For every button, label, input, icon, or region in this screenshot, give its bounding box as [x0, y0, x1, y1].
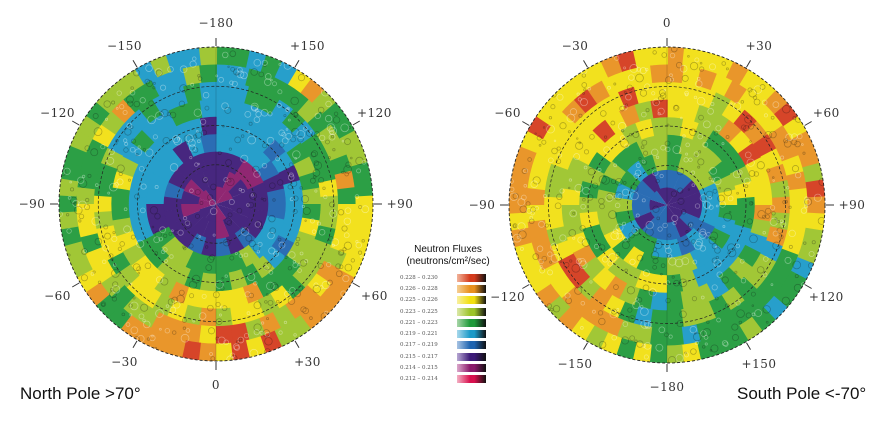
legend-item: 0.223 – 0.225 [398, 306, 498, 317]
longitude-label: +30 [745, 38, 773, 53]
legend-item: 0.226 – 0.228 [398, 283, 498, 294]
legend-range-label: 0.226 – 0.228 [400, 285, 438, 292]
legend-item: 0.228 – 0.230 [398, 272, 498, 283]
legend-item: 0.221 – 0.223 [398, 317, 498, 328]
longitude-tick [746, 342, 751, 350]
latitude-circle [627, 165, 707, 245]
legend-range-label: 0.217 – 0.219 [400, 342, 438, 349]
legend-color-swatch [457, 352, 486, 361]
north-pole-title: North Pole >70° [20, 384, 141, 403]
latitude-circle [97, 85, 335, 323]
legend-range-label: 0.223 – 0.225 [400, 308, 438, 315]
longitude-tick [804, 284, 812, 289]
longitude-tick [352, 282, 361, 288]
legend-title: Neutron Fluxes [414, 244, 482, 255]
longitude-label: +90 [838, 198, 866, 212]
longitude-label: 0 [211, 378, 221, 392]
longitude-tick [583, 342, 588, 350]
south-pole-title: South Pole <-70° [737, 384, 867, 403]
legend-item: 0.214 – 0.215 [398, 362, 498, 373]
legend-color-swatch [457, 318, 486, 327]
longitude-label: −30 [561, 38, 589, 53]
longitude-tick [522, 121, 530, 126]
legend-item: 0.225 – 0.226 [398, 295, 498, 306]
north-pole-map [50, 38, 382, 370]
legend-item: 0.217 – 0.219 [398, 340, 498, 351]
legend-range-label: 0.214 – 0.215 [400, 365, 438, 372]
longitude-tick [294, 59, 300, 68]
longitude-label: −90 [18, 197, 46, 211]
legend-range-label: 0.212 – 0.214 [400, 376, 438, 383]
longitude-label: −120 [40, 105, 75, 120]
legend: Neutron Fluxes (neutrons/cm²/sec) 0.228 … [398, 244, 498, 385]
longitude-tick [583, 60, 588, 68]
longitude-tick [294, 340, 300, 349]
longitude-label: +120 [808, 290, 844, 304]
legend-color-swatch [457, 307, 486, 316]
longitude-label: +150 [290, 38, 325, 53]
longitude-tick [352, 120, 361, 126]
longitude-tick [71, 120, 80, 126]
legend-range-label: 0.225 – 0.226 [400, 297, 438, 304]
latitude-circle [587, 125, 747, 285]
legend-color-swatch [457, 375, 486, 384]
legend-range-label: 0.221 – 0.223 [400, 319, 438, 326]
latitude-circle [176, 164, 256, 244]
longitude-label: +150 [741, 357, 777, 372]
latitude-circle [137, 125, 295, 283]
legend-item: 0.219 – 0.221 [398, 328, 498, 339]
longitude-label: −30 [111, 355, 138, 370]
longitude-label: +60 [361, 288, 388, 303]
longitude-tick [746, 60, 751, 68]
legend-range-label: 0.215 – 0.217 [400, 353, 438, 360]
south-pole-map [500, 38, 834, 372]
legend-color-swatch [457, 284, 486, 293]
longitude-label: −60 [494, 106, 522, 120]
legend-color-swatch [457, 273, 486, 282]
longitude-label: −60 [44, 288, 71, 303]
legend-item: 0.212 – 0.214 [398, 374, 498, 385]
longitude-label: −150 [557, 357, 593, 372]
longitude-label: +120 [356, 105, 392, 120]
latitude-circle [58, 46, 374, 362]
legend-range-label: 0.228 – 0.230 [400, 274, 438, 281]
longitude-label: −180 [198, 16, 234, 30]
longitude-tick [522, 284, 530, 289]
longitude-tick [132, 59, 138, 68]
longitude-label: 0 [662, 16, 672, 30]
longitude-tick [132, 340, 138, 349]
legend-units: (neutrons/cm²/sec) [406, 256, 490, 267]
legend-rows: 0.228 – 0.230 0.226 – 0.228 0.225 – 0.226 0… [398, 272, 498, 385]
longitude-tick [71, 282, 80, 288]
legend-color-swatch [457, 364, 486, 373]
longitude-label: +60 [812, 106, 840, 120]
legend-item: 0.215 – 0.217 [398, 351, 498, 362]
latitude-circle [548, 86, 786, 324]
longitude-label: +30 [294, 355, 321, 370]
longitude-label: −90 [468, 198, 496, 212]
latitude-circle [508, 46, 826, 364]
longitude-label: −180 [649, 380, 685, 394]
longitude-tick [804, 121, 812, 126]
longitude-label: +90 [386, 197, 414, 211]
legend-color-swatch [457, 296, 486, 305]
legend-color-swatch [457, 341, 486, 350]
longitude-label: −120 [490, 290, 526, 304]
longitude-label: −150 [107, 38, 142, 53]
legend-color-swatch [457, 330, 486, 339]
legend-range-label: 0.219 – 0.221 [400, 331, 438, 338]
